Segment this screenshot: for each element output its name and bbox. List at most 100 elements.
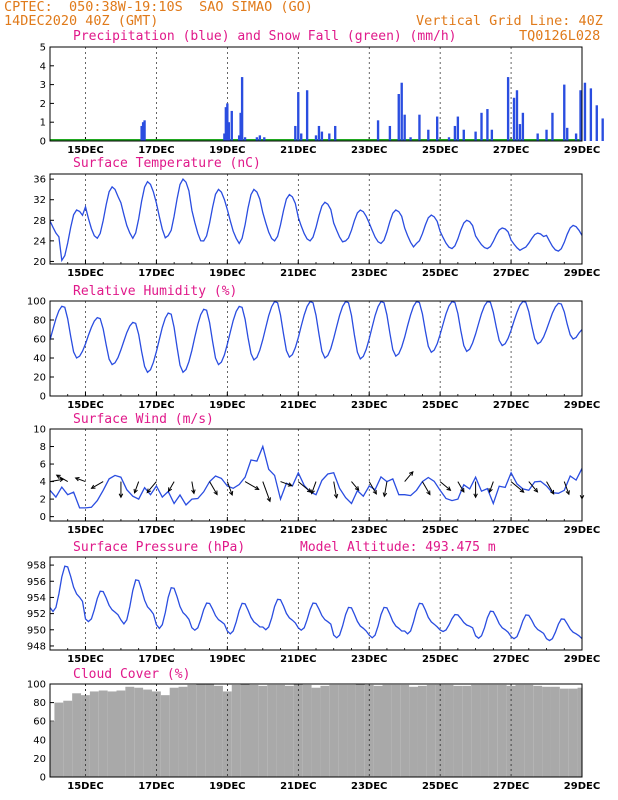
wind-arrow-shaft	[75, 477, 86, 483]
wind-arrow-shaft	[226, 481, 233, 496]
cloud-ytick-label: 0	[40, 773, 46, 784]
rh-xtick-label: 29DEC	[564, 400, 600, 411]
header-code: TQ0126L028	[519, 28, 601, 44]
precip-bar	[486, 109, 489, 141]
wind-arrow-head	[90, 484, 96, 489]
cloud-bar	[471, 684, 481, 777]
wind-arrow-shaft	[262, 481, 271, 502]
pres-ytick-label: 956	[27, 577, 46, 588]
wind-arrow-shaft	[528, 481, 538, 493]
cloud-bar	[329, 684, 339, 777]
cloud-bar	[205, 684, 215, 777]
cloud-bar	[169, 687, 179, 777]
cloud-bar	[178, 686, 188, 777]
cloud-bar	[240, 684, 250, 777]
precip-xtick-label: 17DEC	[138, 145, 174, 156]
cloud-xtick-label: 15DEC	[67, 781, 103, 792]
temp-ytick-label: 20	[33, 257, 46, 268]
precip-bar	[515, 90, 519, 141]
pres-ytick-label: 954	[27, 593, 46, 604]
temp-xtick-label: 29DEC	[564, 268, 600, 279]
wind-arrow-shaft	[546, 481, 555, 495]
temp-frame	[49, 173, 583, 265]
precip-xtick-label: 21DEC	[280, 145, 316, 156]
wind-arrow-shaft	[404, 471, 414, 482]
wind-arrow-shaft	[134, 481, 140, 494]
cloud-bar	[568, 688, 578, 777]
wind-arrow-head	[519, 488, 525, 493]
precip-bar	[447, 137, 451, 141]
pres-title: Surface Pressure (hPa)	[73, 540, 246, 555]
pres-xtick-label: 21DEC	[280, 654, 316, 665]
pres-ytick-label: 948	[27, 641, 46, 652]
cloud-bar	[382, 684, 392, 777]
precip-bar	[574, 133, 578, 141]
precip-bar	[297, 92, 300, 141]
precip-bar	[141, 122, 145, 141]
wind-arrow-head	[55, 474, 61, 479]
precip-bar	[294, 125, 297, 141]
pres-altitude: Model Altitude: 493.475 m	[300, 540, 496, 555]
temp-ytick-label: 32	[33, 195, 46, 206]
precip-bar	[237, 135, 241, 141]
wind-arrow-head	[133, 488, 138, 494]
temp-xtick-label: 17DEC	[138, 268, 174, 279]
temp-xtick-label: 19DEC	[209, 268, 245, 279]
wind-arrow-shaft	[49, 478, 64, 483]
wind-arrow-shaft	[333, 481, 338, 498]
wind-series-line	[49, 444, 583, 509]
wind-ytick-label: 8	[40, 442, 46, 453]
cloud-bar	[533, 685, 543, 777]
cloud-bar	[249, 684, 259, 777]
wind-ytick-label: 6	[40, 460, 46, 471]
cloud-title: Cloud Cover (%)	[73, 667, 191, 682]
precip-bar	[518, 124, 522, 141]
precip-bar	[400, 82, 403, 141]
cloud-bar	[462, 685, 472, 777]
cloud-bar	[125, 686, 135, 777]
rh-frame	[49, 300, 583, 397]
pres-xtick-label: 25DEC	[422, 654, 458, 665]
precip-bar	[317, 125, 321, 141]
precip-bar	[456, 116, 460, 141]
wind-arrow-shaft	[421, 481, 431, 495]
cloud-bar	[524, 684, 534, 777]
precip-bar	[258, 135, 262, 141]
precip-bar	[240, 77, 244, 141]
wind-ytick-label: 4	[40, 477, 46, 488]
precip-ytick-label: 4	[40, 61, 46, 72]
rh-title: Relative Humidity (%)	[73, 284, 238, 299]
cloud-bar	[258, 685, 268, 777]
precip-bar	[397, 94, 400, 141]
wind-arrow-head	[306, 488, 312, 493]
wind-xtick-label: 15DEC	[67, 525, 103, 536]
pres-xtick-label: 29DEC	[564, 654, 600, 665]
cloud-bar	[400, 684, 410, 777]
wind-arrow-shaft	[510, 481, 525, 493]
rh-ytick-label: 100	[27, 297, 46, 308]
cloud-bar	[453, 685, 463, 777]
precip-bar	[506, 77, 510, 141]
wind-arrow-shaft	[383, 481, 388, 497]
precip-bar	[305, 90, 309, 141]
cloud-bar	[320, 685, 330, 777]
temp-title: Surface Temperature (nC)	[73, 156, 261, 171]
cloud-bar	[72, 693, 82, 777]
wind-arrow-head	[213, 490, 218, 496]
pres-series-line	[49, 565, 583, 642]
precip-bar	[376, 120, 380, 141]
wind-arrow-head	[287, 482, 293, 487]
precip-bar	[243, 137, 247, 141]
cloud-bar	[497, 684, 507, 777]
wind-xtick-label: 23DEC	[351, 525, 387, 536]
wind-arrow-head	[254, 485, 260, 490]
cloud-bar	[506, 685, 516, 777]
precip-bar	[255, 137, 259, 141]
temp-ytick-label: 28	[33, 216, 46, 227]
precip-bar	[224, 107, 228, 141]
precip-bar	[453, 125, 457, 141]
wind-ytick-label: 0	[40, 512, 46, 523]
wind-arrow-head	[310, 489, 315, 495]
cloud-bar	[196, 684, 206, 777]
precip-frame	[49, 46, 583, 142]
